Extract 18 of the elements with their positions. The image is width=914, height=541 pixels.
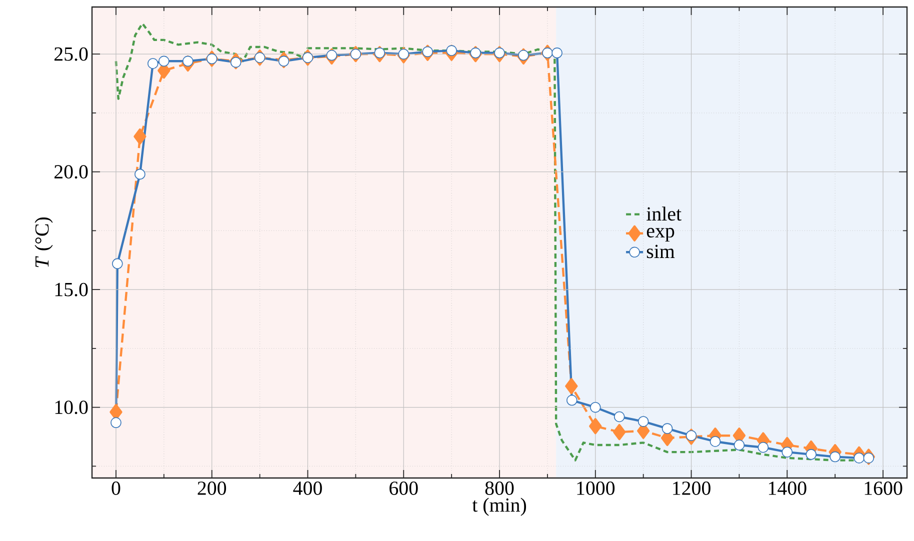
x-axis-title: t (min) bbox=[472, 498, 526, 516]
x-tick-label: 1000 bbox=[577, 482, 615, 495]
y-tick-label: 25.0 bbox=[54, 47, 88, 61]
x-tick-label: 600 bbox=[390, 482, 418, 495]
x-tick-label: 1600 bbox=[864, 482, 902, 495]
y-tick-label: 10.0 bbox=[55, 400, 88, 414]
y-tick-label: 20.0 bbox=[54, 165, 88, 179]
y-tick-label: 15.0 bbox=[55, 282, 88, 296]
x-tick-label: 200 bbox=[198, 482, 226, 495]
legend-label: exp bbox=[646, 228, 674, 242]
x-tick-label: 1200 bbox=[673, 482, 710, 495]
legend-label: inlet bbox=[646, 206, 682, 221]
x-tick-label: 800 bbox=[485, 482, 514, 495]
legend-label: sim bbox=[646, 244, 675, 258]
x-tick-label: 0 bbox=[112, 482, 120, 495]
x-tick-label: 400 bbox=[293, 482, 322, 495]
x-tick-label: 1400 bbox=[768, 482, 806, 495]
y-axis-title: T (°C) bbox=[34, 217, 53, 268]
